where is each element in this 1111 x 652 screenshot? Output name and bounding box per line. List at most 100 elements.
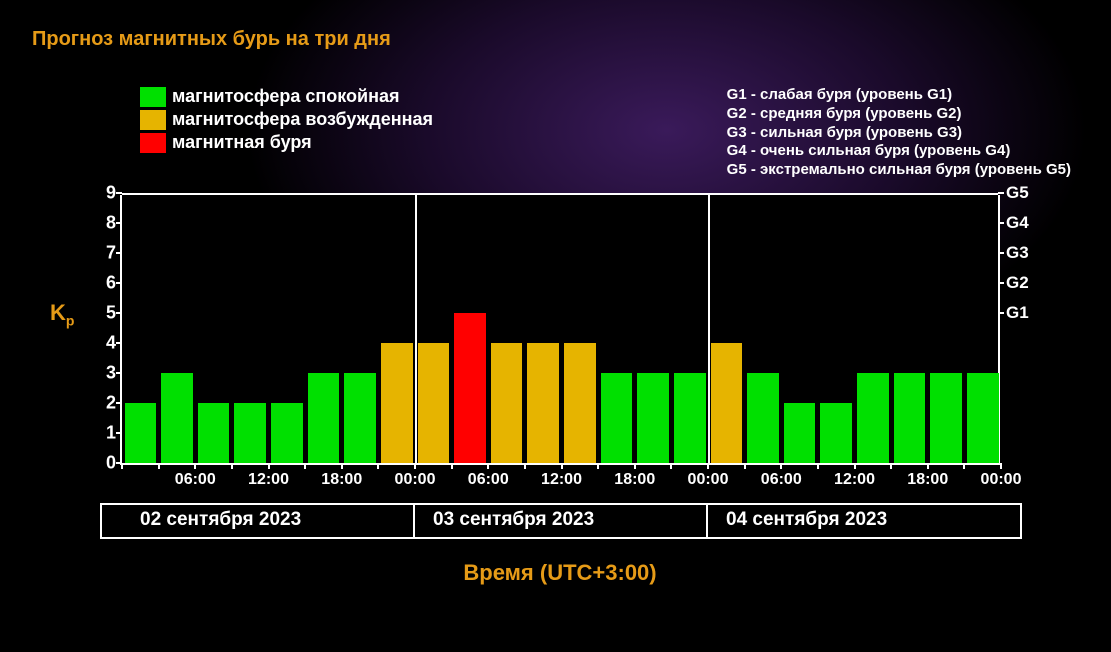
x-tick-mark <box>414 463 416 469</box>
x-tick-mark <box>670 463 672 469</box>
x-tick-mark <box>524 463 526 469</box>
x-tick-label: 18:00 <box>907 471 948 489</box>
bar <box>161 373 193 463</box>
g-tick-mark <box>998 312 1004 314</box>
g-scale-item: G2 - средняя буря (уровень G2) <box>727 105 1071 124</box>
bar <box>381 343 413 463</box>
legend-item: магнитосфера возбужденная <box>140 109 433 130</box>
x-tick-label: 06:00 <box>175 471 216 489</box>
date-label: 03 сентября 2023 <box>433 509 594 531</box>
x-tick-label: 12:00 <box>248 471 289 489</box>
bar <box>967 373 999 463</box>
bar <box>674 373 706 463</box>
y-tick-label: 6 <box>106 273 116 294</box>
x-tick-mark <box>963 463 965 469</box>
bar <box>637 373 669 463</box>
x-tick-mark <box>487 463 489 469</box>
x-tick-mark <box>597 463 599 469</box>
date-label: 02 сентября 2023 <box>140 509 301 531</box>
plot-area: 0123456789G1G2G3G4G506:0012:0018:0000:00… <box>120 195 1000 465</box>
y-tick-label: 8 <box>106 213 116 234</box>
date-divider <box>413 503 415 539</box>
legend-swatch <box>140 87 166 107</box>
date-row-line <box>100 537 1020 539</box>
y-tick-mark <box>116 192 122 194</box>
bar <box>271 403 303 463</box>
legend-area: магнитосфера спокойнаямагнитосфера возбу… <box>140 86 1071 180</box>
y-tick-mark <box>116 312 122 314</box>
y-tick-label: 7 <box>106 243 116 264</box>
x-tick-mark <box>231 463 233 469</box>
y-tick-mark <box>116 252 122 254</box>
g-tick-mark <box>998 252 1004 254</box>
date-label: 04 сентября 2023 <box>726 509 887 531</box>
legend-item: магнитная буря <box>140 132 433 153</box>
y-tick-mark <box>116 222 122 224</box>
y-tick-label: 2 <box>106 393 116 414</box>
x-tick-mark <box>561 463 563 469</box>
x-tick-mark <box>451 463 453 469</box>
title-text: Прогноз магнитных бурь на три дня <box>32 28 391 50</box>
legend-item: магнитосфера спокойная <box>140 86 433 107</box>
g-tick-mark <box>998 282 1004 284</box>
x-tick-label: 06:00 <box>468 471 509 489</box>
x-tick-label: 00:00 <box>981 471 1022 489</box>
x-tick-mark <box>341 463 343 469</box>
x-tick-mark <box>1000 463 1002 469</box>
chart: Kp 0123456789G1G2G3G4G506:0012:0018:0000… <box>55 195 1065 535</box>
x-tick-mark <box>634 463 636 469</box>
date-divider <box>1020 503 1022 539</box>
x-tick-mark <box>304 463 306 469</box>
legend-label: магнитная буря <box>172 132 312 153</box>
y-tick-label: 9 <box>106 183 116 204</box>
y-tick-mark <box>116 342 122 344</box>
x-tick-mark <box>268 463 270 469</box>
date-divider <box>706 503 708 539</box>
bar <box>601 373 633 463</box>
bars-layer <box>122 195 998 463</box>
bar <box>930 373 962 463</box>
g-scale-item: G1 - слабая буря (уровень G1) <box>727 86 1071 105</box>
x-tick-mark <box>707 463 709 469</box>
bar <box>454 313 486 463</box>
g-tick-label: G4 <box>1006 213 1029 233</box>
bar <box>527 343 559 463</box>
bar <box>711 343 743 463</box>
bar <box>784 403 816 463</box>
legend-swatch <box>140 133 166 153</box>
x-tick-mark <box>121 463 123 469</box>
bar <box>125 403 157 463</box>
y-tick-label: 1 <box>106 423 116 444</box>
bar <box>820 403 852 463</box>
x-axis-label: Время (UTC+3:00) <box>463 560 656 586</box>
bar <box>344 373 376 463</box>
bar <box>857 373 889 463</box>
g-tick-label: G2 <box>1006 273 1029 293</box>
y-tick-label: 5 <box>106 303 116 324</box>
y-tick-mark <box>116 402 122 404</box>
date-divider <box>100 503 102 539</box>
legend-right: G1 - слабая буря (уровень G1)G2 - средня… <box>727 86 1071 180</box>
x-tick-mark <box>817 463 819 469</box>
y-tick-mark <box>116 432 122 434</box>
g-tick-label: G5 <box>1006 183 1029 203</box>
g-scale-item: G4 - очень сильная буря (уровень G4) <box>727 142 1071 161</box>
bar <box>308 373 340 463</box>
x-tick-mark <box>927 463 929 469</box>
g-scale-item: G5 - экстремально сильная буря (уровень … <box>727 161 1071 180</box>
g-tick-label: G3 <box>1006 243 1029 263</box>
x-tick-label: 00:00 <box>395 471 436 489</box>
x-tick-mark <box>377 463 379 469</box>
x-tick-label: 06:00 <box>761 471 802 489</box>
g-tick-label: G1 <box>1006 303 1029 323</box>
y-tick-label: 3 <box>106 363 116 384</box>
page-title: Прогноз магнитных бурь на три дня <box>32 28 391 51</box>
y-tick-label: 4 <box>106 333 116 354</box>
x-tick-label: 00:00 <box>688 471 729 489</box>
bar <box>491 343 523 463</box>
y-tick-mark <box>116 372 122 374</box>
x-tick-label: 18:00 <box>321 471 362 489</box>
bar <box>234 403 266 463</box>
x-tick-mark <box>194 463 196 469</box>
x-tick-mark <box>158 463 160 469</box>
